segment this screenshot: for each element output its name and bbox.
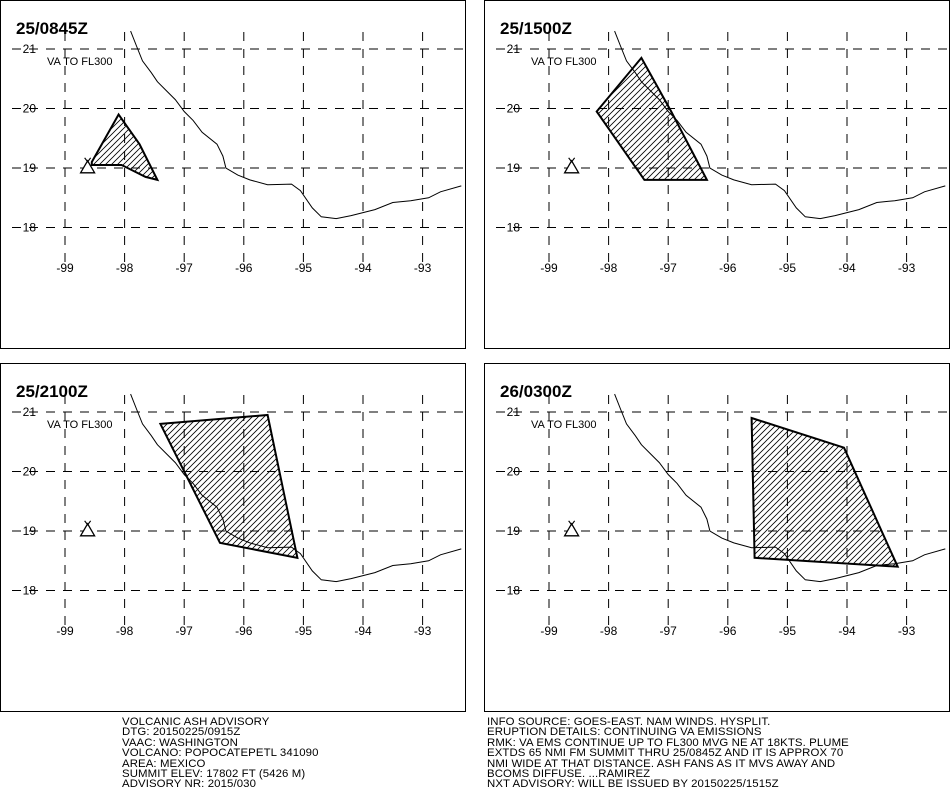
volcano-triangle-icon — [563, 159, 580, 174]
latitude-tick-label: 18 — [507, 584, 521, 598]
volcano-plume-icon — [568, 157, 576, 163]
longitude-tick-label: -99 — [56, 624, 74, 638]
advisory-line: VOLCANIC ASH ADVISORY — [122, 716, 270, 728]
panel-level-label: VA TO FL300 — [531, 56, 596, 68]
ash-cloud-polygon — [750, 416, 900, 568]
longitude-tick-label: -97 — [176, 624, 194, 638]
panel-level-label: VA TO FL300 — [47, 56, 112, 68]
map-panel-3: 25/2100Z VA TO FL300 -99 -98 -97 -96 -95 -94 -… — [0, 363, 466, 712]
map-panel-2: 25/1500Z VA TO FL300 -99 -98 -97 -96 -95 -94 -… — [484, 0, 950, 349]
panel-level-label: VA TO FL300 — [531, 419, 596, 431]
longitude-tick-label: -93 — [898, 624, 916, 638]
longitude-tick-label: -95 — [295, 624, 313, 638]
longitude-tick-label: -97 — [176, 261, 194, 275]
latitude-tick-label: 19 — [507, 524, 521, 538]
longitude-tick-label: -99 — [540, 624, 558, 638]
longitude-tick-label: -93 — [414, 624, 432, 638]
longitude-tick-label: -94 — [354, 624, 372, 638]
longitude-tick-label: -99 — [56, 261, 74, 275]
latitude-tick-label: 21 — [507, 405, 521, 419]
volcano-plume-icon — [84, 520, 92, 526]
advisory-line: BCOMS DIFFUSE. ...RAMIREZ — [487, 768, 651, 781]
latitude-tick-label: 19 — [507, 161, 521, 175]
latitude-tick-label: 20 — [507, 465, 521, 479]
longitude-tick-label: -96 — [719, 261, 737, 275]
panel-time-label: 25/1500Z — [500, 19, 572, 38]
panel-time-label: 26/0300Z — [500, 382, 572, 401]
longitude-tick-label: -98 — [600, 624, 618, 638]
longitude-tick-label: -98 — [600, 261, 618, 275]
longitude-tick-label: -93 — [898, 261, 916, 275]
panel-level-label: VA TO FL300 — [47, 419, 112, 431]
advisory-line: VAAC: WASHINGTON — [122, 736, 238, 749]
latitude-tick-label: 19 — [23, 161, 37, 175]
advisory-line: INFO SOURCE: GOES-EAST. NAM WINDS. HYSPL… — [487, 716, 771, 728]
advisory-line: NMI WIDE AT THAT DISTANCE. ASH FANS AS I… — [487, 757, 836, 770]
longitude-tick-label: -95 — [779, 261, 797, 275]
volcano-plume-icon — [568, 520, 576, 526]
volcano-triangle-icon — [563, 522, 580, 537]
advisory-line: DTG: 20150225/0915Z — [122, 726, 241, 739]
advisory-line: ADVISORY NR: 2015/030 — [122, 778, 257, 791]
latitude-tick-label: 20 — [507, 102, 521, 116]
ash-cloud-polygon — [90, 112, 160, 182]
longitude-tick-label: -94 — [354, 261, 372, 275]
longitude-tick-label: -95 — [295, 261, 313, 275]
advisory-line: EXTDS 65 NMI FM SUMMIT THRU 25/0845Z AND… — [487, 747, 844, 760]
advisory-info-right: INFO SOURCE: GOES-EAST. NAM WINDS. HYSPL… — [487, 716, 849, 791]
ash-cloud-polygon — [158, 413, 299, 560]
panel-time-label: 25/0845Z — [16, 19, 88, 38]
coastline — [614, 393, 946, 583]
latitude-tick-label: 21 — [23, 42, 37, 56]
ash-cloud-polygon — [595, 56, 709, 181]
advisory-line: VOLCANO: POPOCATEPETL 341090 — [122, 747, 319, 760]
advisory-line: AREA: MEXICO — [122, 757, 206, 770]
map-panel-1: 25/0845Z VA TO FL300 -99 -98 -97 -96 -95 -94 -… — [0, 0, 466, 349]
longitude-tick-label: -96 — [235, 261, 253, 275]
coastline — [130, 30, 462, 220]
advisory-line: NXT ADVISORY: WILL BE ISSUED BY 20150225… — [487, 778, 779, 791]
latitude-tick-label: 18 — [23, 221, 37, 235]
latitude-tick-label: 21 — [507, 42, 521, 56]
panel-time-label: 25/2100Z — [16, 382, 88, 401]
longitude-tick-label: -97 — [660, 261, 678, 275]
longitude-tick-label: -94 — [838, 624, 856, 638]
longitude-tick-label: -94 — [838, 261, 856, 275]
longitude-tick-label: -95 — [779, 624, 797, 638]
volcano-plume-icon — [84, 157, 92, 163]
longitude-tick-label: -98 — [116, 624, 134, 638]
latitude-tick-label: 21 — [23, 405, 37, 419]
map-panel-4: 26/0300Z VA TO FL300 -99 -98 -97 -96 -95 -94 -… — [484, 363, 950, 712]
longitude-tick-label: -96 — [719, 624, 737, 638]
volcano-triangle-icon — [79, 159, 96, 174]
advisory-line: RMK: VA EMS CONTINUE UP TO FL300 MVG NE … — [487, 736, 849, 749]
advisory-line: SUMMIT ELEV: 17802 FT (5426 M) — [122, 768, 306, 781]
latitude-tick-label: 18 — [507, 221, 521, 235]
longitude-tick-label: -99 — [540, 261, 558, 275]
longitude-tick-label: -96 — [235, 624, 253, 638]
latitude-tick-label: 18 — [23, 584, 37, 598]
advisory-info-left: VOLCANIC ASH ADVISORY DTG: 20150225/0915Z… — [122, 716, 319, 791]
advisory-line: ERUPTION DETAILS: CONTINUING VA EMISSION… — [487, 726, 762, 739]
volcano-triangle-icon — [79, 522, 96, 537]
latitude-tick-label: 20 — [23, 102, 37, 116]
latitude-tick-label: 20 — [23, 465, 37, 479]
longitude-tick-label: -97 — [660, 624, 678, 638]
longitude-tick-label: -93 — [414, 261, 432, 275]
latitude-tick-label: 19 — [23, 524, 37, 538]
longitude-tick-label: -98 — [116, 261, 134, 275]
